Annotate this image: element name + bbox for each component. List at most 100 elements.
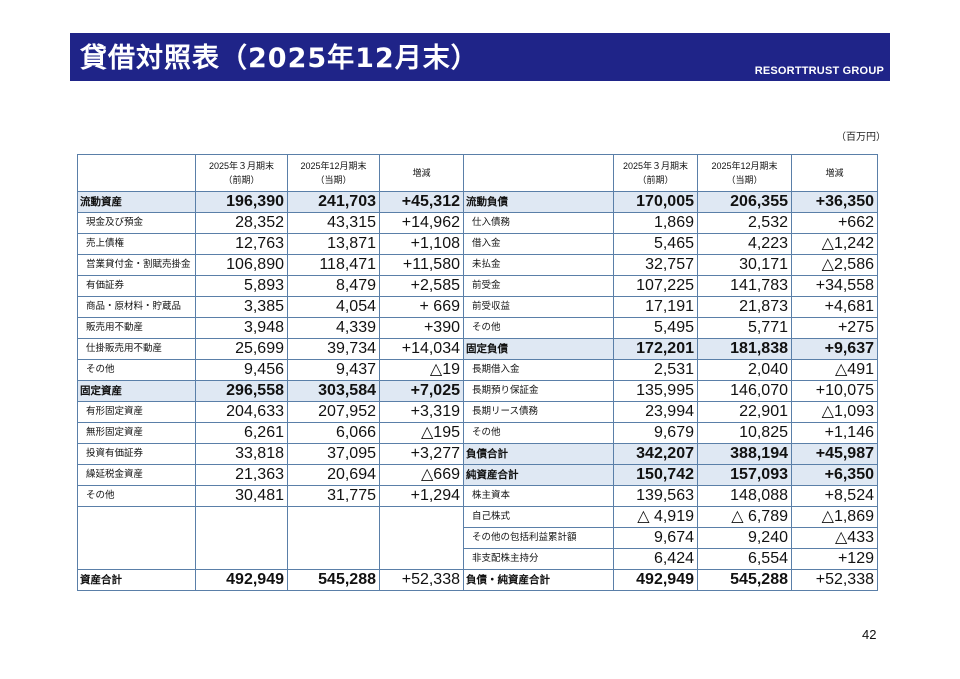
value-curr-right: 10,825 [697,422,792,444]
value-prev-left: 296,558 [195,380,288,402]
row-label-right: 非支配株主持分 [463,548,614,570]
row-label-right: 未払金 [463,254,614,276]
value-curr-left: 39,734 [287,338,380,360]
row-label-right: 前受収益 [463,296,614,318]
table-row: 自己株式 △ 4,919 △ 6,789 △1,869 [77,506,878,570]
value-prev-right: 1,869 [613,212,698,234]
header-diff-left: 増減 [379,154,464,192]
row-label-right: 前受金 [463,275,614,297]
row-label-left: その他 [77,485,196,507]
value-curr-left: 9,437 [287,359,380,381]
header-prev-line1: 2025年３月期末 [208,161,275,171]
value-prev-right: 9,679 [613,422,698,444]
total-label-right: 負債・純資産合計 [463,569,614,591]
value-diff-left: +3,277 [379,443,464,465]
value-curr-left: 6,066 [287,422,380,444]
table-row: 商品・原材料・貯蔵品 3,385 4,054 + 669 前受収益 17,191 21,87… [77,296,878,318]
value-prev-left: 5,893 [195,275,288,297]
value-diff-left: +14,962 [379,212,464,234]
value-prev-left: 204,633 [195,401,288,423]
total-label-left: 資産合計 [77,569,196,591]
header-curr-left: 2025年12月期末 （当期） [287,154,380,192]
row-label-left: その他 [77,359,196,381]
header-curr-line2: （当期） [315,175,352,185]
row-label-left: 商品・原材料・貯蔵品 [77,296,196,318]
value-curr-right: 157,093 [697,464,792,486]
row-label-left: 売上債権 [77,233,196,255]
value-diff-right: +6,350 [791,464,878,486]
value-curr-right: 206,355 [697,191,792,213]
row-label-right: 自己株式 [463,506,614,528]
value-curr-right: 388,194 [697,443,792,465]
table-row: 有形固定資産 204,633 207,952 +3,319 長期リース債務 23,994 2… [77,401,878,423]
table-row: 投資有価証券 33,818 37,095 +3,277 負債合計 342,207 388,1… [77,443,878,465]
value-diff-left: +14,034 [379,338,464,360]
value-prev-right: 9,674 [613,527,698,549]
total-diff-left: +52,338 [379,569,464,591]
value-curr-right: 181,838 [697,338,792,360]
value-curr-left: 118,471 [287,254,380,276]
value-curr-right: 4,223 [697,233,792,255]
table-row: 売上債権 12,763 13,871 +1,108 借入金 5,465 4,223 △1,24… [77,233,878,255]
header-diff-right: 増減 [791,154,878,192]
empty-cell-left [287,506,380,570]
value-diff-left: △19 [379,359,464,381]
value-prev-right: 5,465 [613,233,698,255]
row-label-right: 流動負債 [463,191,614,213]
value-curr-right: 141,783 [697,275,792,297]
table-row: 現金及び預金 28,352 43,315 +14,962 仕入債務 1,869 2,532 +… [77,212,878,234]
header-row: 2025年３月期末 （前期） 2025年12月期末 （当期） 増減 2025年３月期… [77,154,878,192]
value-diff-right: △1,869 [791,506,878,528]
value-diff-left: +1,294 [379,485,464,507]
row-label-right: 仕入債務 [463,212,614,234]
value-diff-right: △433 [791,527,878,549]
table-row: 営業貸付金・割賦売掛金 106,890 118,471 +11,580 未払金 32,75… [77,254,878,276]
title-bar: 貸借対照表（2025年12月末） RESORTTRUST GROUP [70,33,890,81]
row-label-left: 仕掛販売用不動産 [77,338,196,360]
row-label-left: 無形固定資産 [77,422,196,444]
value-diff-right: +4,681 [791,296,878,318]
table-row: その他 9,456 9,437 △19 長期借入金 2,531 2,040 △491 [77,359,878,381]
value-diff-right: +275 [791,317,878,339]
value-diff-left: +45,312 [379,191,464,213]
value-prev-left: 3,948 [195,317,288,339]
value-curr-right: 2,040 [697,359,792,381]
header-curr-line1: 2025年12月期末 [711,161,778,171]
value-prev-left: 28,352 [195,212,288,234]
value-curr-right: 148,088 [697,485,792,507]
total-row: 資産合計 492,949 545,288 +52,338 負債・純資産合計 492,949… [77,569,878,591]
row-label-left: 固定資産 [77,380,196,402]
value-curr-right: 22,901 [697,401,792,423]
value-prev-left: 9,456 [195,359,288,381]
row-label-right: 長期借入金 [463,359,614,381]
value-curr-left: 31,775 [287,485,380,507]
value-prev-right: 6,424 [613,548,698,570]
value-prev-left: 30,481 [195,485,288,507]
value-curr-left: 4,054 [287,296,380,318]
row-label-right: 固定負債 [463,338,614,360]
value-diff-left: + 669 [379,296,464,318]
empty-cell-left [379,506,464,570]
value-prev-right: 2,531 [613,359,698,381]
table-row: 仕掛販売用不動産 25,699 39,734 +14,034 固定負債 172,201 18… [77,338,878,360]
header-curr-line2: （当期） [726,175,763,185]
value-prev-right: 342,207 [613,443,698,465]
value-curr-left: 37,095 [287,443,380,465]
value-prev-right: 150,742 [613,464,698,486]
header-curr-right: 2025年12月期末 （当期） [697,154,792,192]
value-diff-right: +9,637 [791,338,878,360]
value-prev-right: △ 4,919 [613,506,698,528]
table-row: その他 30,481 31,775 +1,294 株主資本 139,563 148,088 +… [77,485,878,507]
value-prev-left: 21,363 [195,464,288,486]
value-diff-left: △195 [379,422,464,444]
header-prev-line2: （前期） [223,175,260,185]
table-row: 流動資産 196,390 241,703 +45,312 流動負債 170,005 206,… [77,191,878,213]
row-label-right: 借入金 [463,233,614,255]
value-diff-left: +11,580 [379,254,464,276]
value-prev-left: 33,818 [195,443,288,465]
value-diff-left: +3,319 [379,401,464,423]
total-curr-left: 545,288 [287,569,380,591]
header-label-left [77,154,196,192]
row-label-left: 現金及び預金 [77,212,196,234]
header-label-right [463,154,614,192]
